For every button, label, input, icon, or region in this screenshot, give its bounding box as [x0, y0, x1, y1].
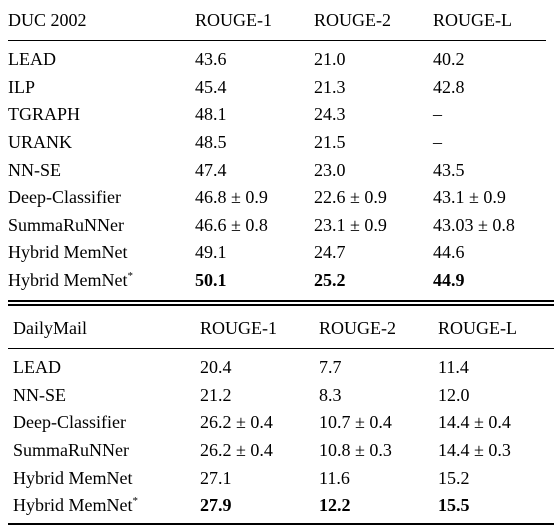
table-row: LEAD 43.6 21.0 40.2: [8, 40, 546, 74]
header-rouge-2: ROUGE-2: [314, 9, 391, 30]
model-name: Hybrid MemNet: [8, 242, 128, 263]
dataset-label: DailyMail: [13, 317, 87, 338]
table-row: Deep-Classifier 46.8 ± 0.9 22.6 ± 0.9 43…: [8, 184, 546, 212]
model-name: URANK: [8, 132, 73, 153]
rouge-2-value: 8.3: [319, 384, 342, 405]
model-name: SummaRuNNer: [8, 214, 124, 235]
rouge-l-value: 44.9: [433, 270, 465, 291]
table-row: SummaRuNNer 26.2 ± 0.4 10.8 ± 0.3 14.4 ±…: [13, 437, 549, 465]
rouge-1-value: 46.8 ± 0.9: [195, 187, 268, 208]
table-separator-rule: [8, 304, 554, 306]
dailymail-table: DailyMail ROUGE-1 ROUGE-2 ROUGE-L LEAD 2…: [13, 308, 549, 520]
dataset-label: DUC 2002: [8, 9, 87, 30]
table-row: Hybrid MemNet 27.1 11.6 15.2: [13, 464, 549, 492]
model-name: Deep-Classifier: [13, 412, 126, 433]
model-name: SummaRuNNer: [13, 440, 129, 461]
model-name-text: Hybrid MemNet: [13, 495, 133, 516]
rouge-2-value: 10.7 ± 0.4: [319, 412, 392, 433]
rouge-2-value: 11.6: [319, 467, 350, 488]
rouge-1-value: 46.6 ± 0.8: [195, 214, 268, 235]
header-rouge-1: ROUGE-1: [195, 9, 272, 30]
model-name: Hybrid MemNet: [13, 467, 133, 488]
rouge-2-value: 23.0: [314, 159, 346, 180]
best-result-row: Hybrid MemNet* 27.9 12.2 15.5: [13, 492, 549, 520]
rouge-l-value: 43.1 ± 0.9: [433, 187, 506, 208]
rouge-l-value: 15.5: [438, 495, 470, 516]
rouge-2-value: 12.2: [319, 495, 351, 516]
header-rouge-1: ROUGE-1: [200, 317, 277, 338]
rouge-2-value: 21.3: [314, 76, 346, 97]
model-name: LEAD: [8, 49, 56, 70]
model-name: Deep-Classifier: [8, 187, 121, 208]
rouge-2-value: 7.7: [319, 357, 342, 378]
model-name: LEAD: [13, 357, 61, 378]
header-rouge-l: ROUGE-L: [438, 317, 517, 338]
rouge-1-value: 27.1: [200, 467, 232, 488]
rouge-2-value: 25.2: [314, 270, 346, 291]
rouge-l-value: –: [433, 104, 442, 125]
rouge-1-value: 48.5: [195, 132, 227, 153]
rouge-l-value: 43.5: [433, 159, 465, 180]
rouge-l-value: 12.0: [438, 384, 470, 405]
header-rouge-l: ROUGE-L: [433, 9, 512, 30]
table-header-row: DailyMail ROUGE-1 ROUGE-2 ROUGE-L: [13, 308, 549, 348]
table-row: SummaRuNNer 46.6 ± 0.8 23.1 ± 0.9 43.03 …: [8, 212, 546, 240]
rouge-1-value: 43.6: [195, 49, 227, 70]
rouge-1-value: 21.2: [200, 384, 232, 405]
best-result-row: Hybrid MemNet* 50.1 25.2 44.9: [8, 267, 546, 295]
rouge-1-value: 20.4: [200, 357, 232, 378]
table-separator-rule: [8, 300, 554, 302]
rouge-2-value: 23.1 ± 0.9: [314, 214, 387, 235]
rouge-2-value: 10.8 ± 0.3: [319, 440, 392, 461]
table-row: Deep-Classifier 26.2 ± 0.4 10.7 ± 0.4 14…: [13, 409, 549, 437]
header-rouge-2: ROUGE-2: [319, 317, 396, 338]
rouge-1-value: 50.1: [195, 270, 227, 291]
table-row: TGRAPH 48.1 24.3 –: [8, 101, 546, 129]
rouge-2-value: 21.5: [314, 132, 346, 153]
model-name: ILP: [8, 76, 35, 97]
model-name: NN-SE: [8, 159, 61, 180]
rouge-1-value: 26.2 ± 0.4: [200, 440, 273, 461]
rouge-l-value: 14.4 ± 0.4: [438, 412, 511, 433]
rouge-l-value: 43.03 ± 0.8: [433, 214, 515, 235]
rouge-1-value: 26.2 ± 0.4: [200, 412, 273, 433]
rouge-1-value: 27.9: [200, 495, 232, 516]
rouge-l-value: 14.4 ± 0.3: [438, 440, 511, 461]
table-row: NN-SE 21.2 8.3 12.0: [13, 382, 549, 410]
model-name: TGRAPH: [8, 104, 81, 125]
table-row: LEAD 20.4 7.7 11.4: [13, 348, 549, 382]
duc2002-table: DUC 2002 ROUGE-1 ROUGE-2 ROUGE-L LEAD 43…: [8, 0, 546, 294]
rouge-1-value: 48.1: [195, 104, 227, 125]
table-header-row: DUC 2002 ROUGE-1 ROUGE-2 ROUGE-L: [8, 0, 546, 40]
rouge-2-value: 21.0: [314, 49, 346, 70]
rouge-1-value: 47.4: [195, 159, 227, 180]
rouge-2-value: 24.7: [314, 242, 346, 263]
bottom-rule: [8, 523, 554, 525]
table-row: Hybrid MemNet 49.1 24.7 44.6: [8, 239, 546, 267]
model-name: Hybrid MemNet*: [13, 492, 200, 520]
header-rule: [8, 348, 554, 349]
rouge-l-value: –: [433, 132, 442, 153]
header-rule: [8, 40, 546, 41]
model-name: Hybrid MemNet*: [8, 267, 195, 295]
rouge-1-value: 49.1: [195, 242, 227, 263]
rouge-1-value: 45.4: [195, 76, 227, 97]
rouge-l-value: 15.2: [438, 467, 470, 488]
table-row: URANK 48.5 21.5 –: [8, 129, 546, 157]
rouge-2-value: 22.6 ± 0.9: [314, 187, 387, 208]
rouge-l-value: 44.6: [433, 242, 465, 263]
rouge-l-value: 42.8: [433, 76, 465, 97]
rouge-l-value: 11.4: [438, 357, 469, 378]
variant-mark: *: [132, 495, 138, 508]
rouge-l-value: 40.2: [433, 49, 465, 70]
rouge-2-value: 24.3: [314, 104, 346, 125]
model-name-text: Hybrid MemNet: [8, 270, 128, 291]
table-row: NN-SE 47.4 23.0 43.5: [8, 156, 546, 184]
table-row: ILP 45.4 21.3 42.8: [8, 74, 546, 102]
model-name: NN-SE: [13, 384, 66, 405]
variant-mark: *: [127, 270, 133, 283]
